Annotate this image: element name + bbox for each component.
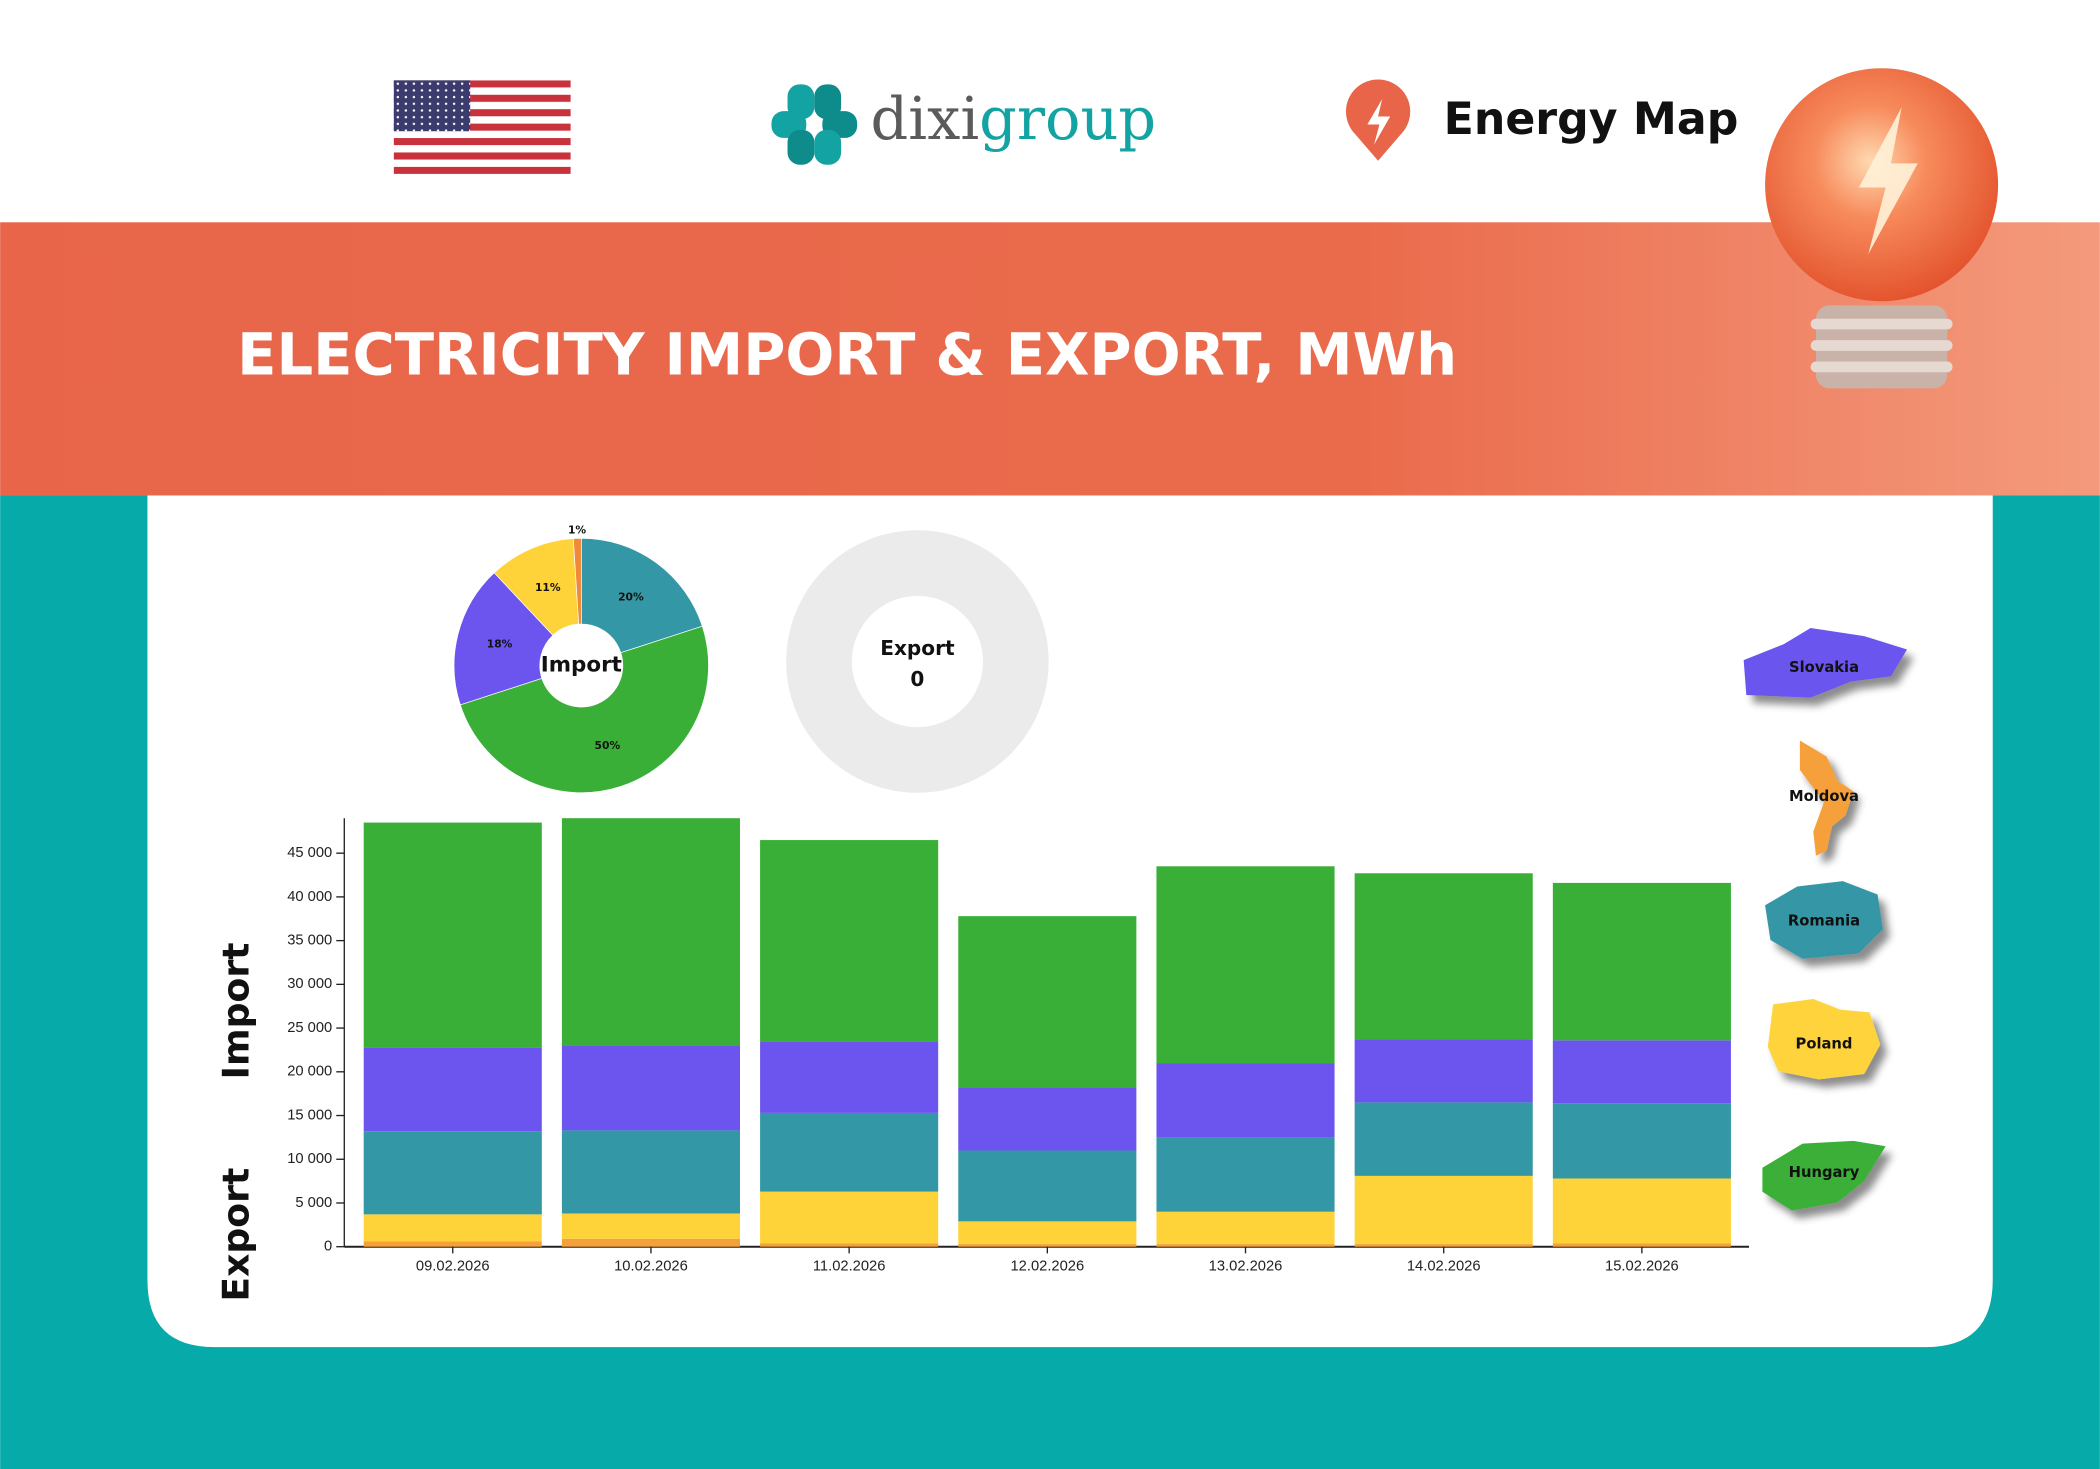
y-tick-label: 0: [324, 1239, 332, 1255]
pie-value-label: 11%: [535, 581, 561, 594]
x-tick-label: 12.02.2026: [1010, 1259, 1084, 1275]
bar-segment: [1552, 1178, 1731, 1244]
pie-title: Export: [880, 636, 955, 660]
bar-segment: [958, 916, 1137, 1088]
bar-segment: [1552, 882, 1731, 1041]
x-tick-label: 13.02.2026: [1209, 1259, 1283, 1275]
legend-label: Moldova: [1789, 788, 1859, 805]
x-tick-label: 11.02.2026: [813, 1259, 886, 1275]
bar-segment: [1354, 1244, 1533, 1247]
pie-value-label: 18%: [487, 638, 513, 651]
y-tick-label: 15 000: [287, 1107, 332, 1123]
bar-segment: [760, 1112, 939, 1192]
legend-shape: [1765, 881, 1883, 959]
pie-value-label: 20%: [618, 590, 644, 603]
y-tick-label: 45 000: [287, 845, 332, 861]
bar-segment: [958, 1087, 1137, 1151]
dixigroup-icon: [771, 84, 858, 165]
bar-segment: [1552, 1243, 1731, 1247]
y-tick-label: 10 000: [287, 1151, 332, 1167]
y-axis-label: Export: [215, 1168, 258, 1302]
bar-segment: [561, 818, 740, 1046]
banner: [0, 222, 2100, 496]
pie-slice: [572, 537, 582, 625]
legend-label: Poland: [1796, 1036, 1853, 1053]
legend-label: Slovakia: [1789, 659, 1859, 676]
x-tick-label: 14.02.2026: [1407, 1259, 1481, 1275]
bar-segment: [1156, 1211, 1335, 1245]
bar-segment: [561, 1045, 740, 1131]
flag: [393, 80, 571, 175]
pie-total: 0: [910, 667, 924, 691]
bar-segment: [958, 1150, 1137, 1222]
bar-segment: [1156, 866, 1335, 1064]
x-tick-label: 15.02.2026: [1605, 1259, 1679, 1275]
bar-segment: [561, 1238, 740, 1247]
y-tick-label: 35 000: [287, 933, 332, 949]
x-tick-label: 10.02.2026: [614, 1259, 688, 1275]
y-tick-label: 25 000: [287, 1020, 332, 1036]
bar-segment: [363, 1131, 542, 1215]
y-tick-label: 5 000: [295, 1195, 332, 1211]
bar-segment: [760, 840, 939, 1042]
legend-shape: [1799, 740, 1854, 856]
y-tick-label: 40 000: [287, 889, 332, 905]
pie-slice: [459, 625, 709, 793]
bar-segment: [1354, 873, 1533, 1040]
bar-segment: [958, 1221, 1137, 1245]
bar-segment: [363, 822, 542, 1048]
app-name: Energy Map: [1444, 94, 1739, 145]
y-tick-label: 20 000: [287, 1064, 332, 1080]
bar-segment: [1156, 1244, 1335, 1247]
bar-segment: [363, 1214, 542, 1242]
y-tick-label: 30 000: [287, 976, 332, 992]
legend-label: Hungary: [1789, 1164, 1860, 1181]
bar-segment: [958, 1244, 1137, 1247]
energy-map-icon: [1345, 79, 1411, 161]
bar-segment: [760, 1191, 939, 1244]
bar-segment: [1552, 1103, 1731, 1179]
pie-value-label: 1%: [568, 523, 586, 536]
pie-slice: [580, 537, 703, 654]
bar-segment: [760, 1041, 939, 1113]
bar-segment: [760, 1243, 939, 1247]
legend-label: Romania: [1788, 912, 1860, 929]
bar-segment: [363, 1241, 542, 1247]
banner-title: ELECTRICITY IMPORT & EXPORT, MWh: [237, 322, 1457, 389]
bar-segment: [1552, 1040, 1731, 1104]
empty-ring: [786, 530, 1049, 793]
bar-segment: [1354, 1039, 1533, 1103]
legend-shape: [1767, 998, 1881, 1080]
pie-value-label: 50%: [595, 739, 621, 752]
pie-title: Import: [541, 653, 622, 678]
bar-segment: [363, 1047, 542, 1132]
bar-segment: [561, 1213, 740, 1239]
x-tick-label: 09.02.2026: [416, 1259, 490, 1275]
legend-shape: [1762, 1140, 1886, 1211]
pie-slice: [453, 572, 554, 706]
light-bulb: [1765, 68, 1999, 389]
legend-shape: [1743, 628, 1908, 698]
bar-segment: [1354, 1102, 1533, 1176]
bar-segment: [561, 1130, 740, 1214]
bar-segment: [1156, 1063, 1335, 1138]
logo-text: dixigroup: [871, 84, 1157, 153]
bar-segment: [1156, 1137, 1335, 1212]
y-axis-label: Import: [215, 943, 258, 1080]
bar-segment: [1354, 1175, 1533, 1245]
